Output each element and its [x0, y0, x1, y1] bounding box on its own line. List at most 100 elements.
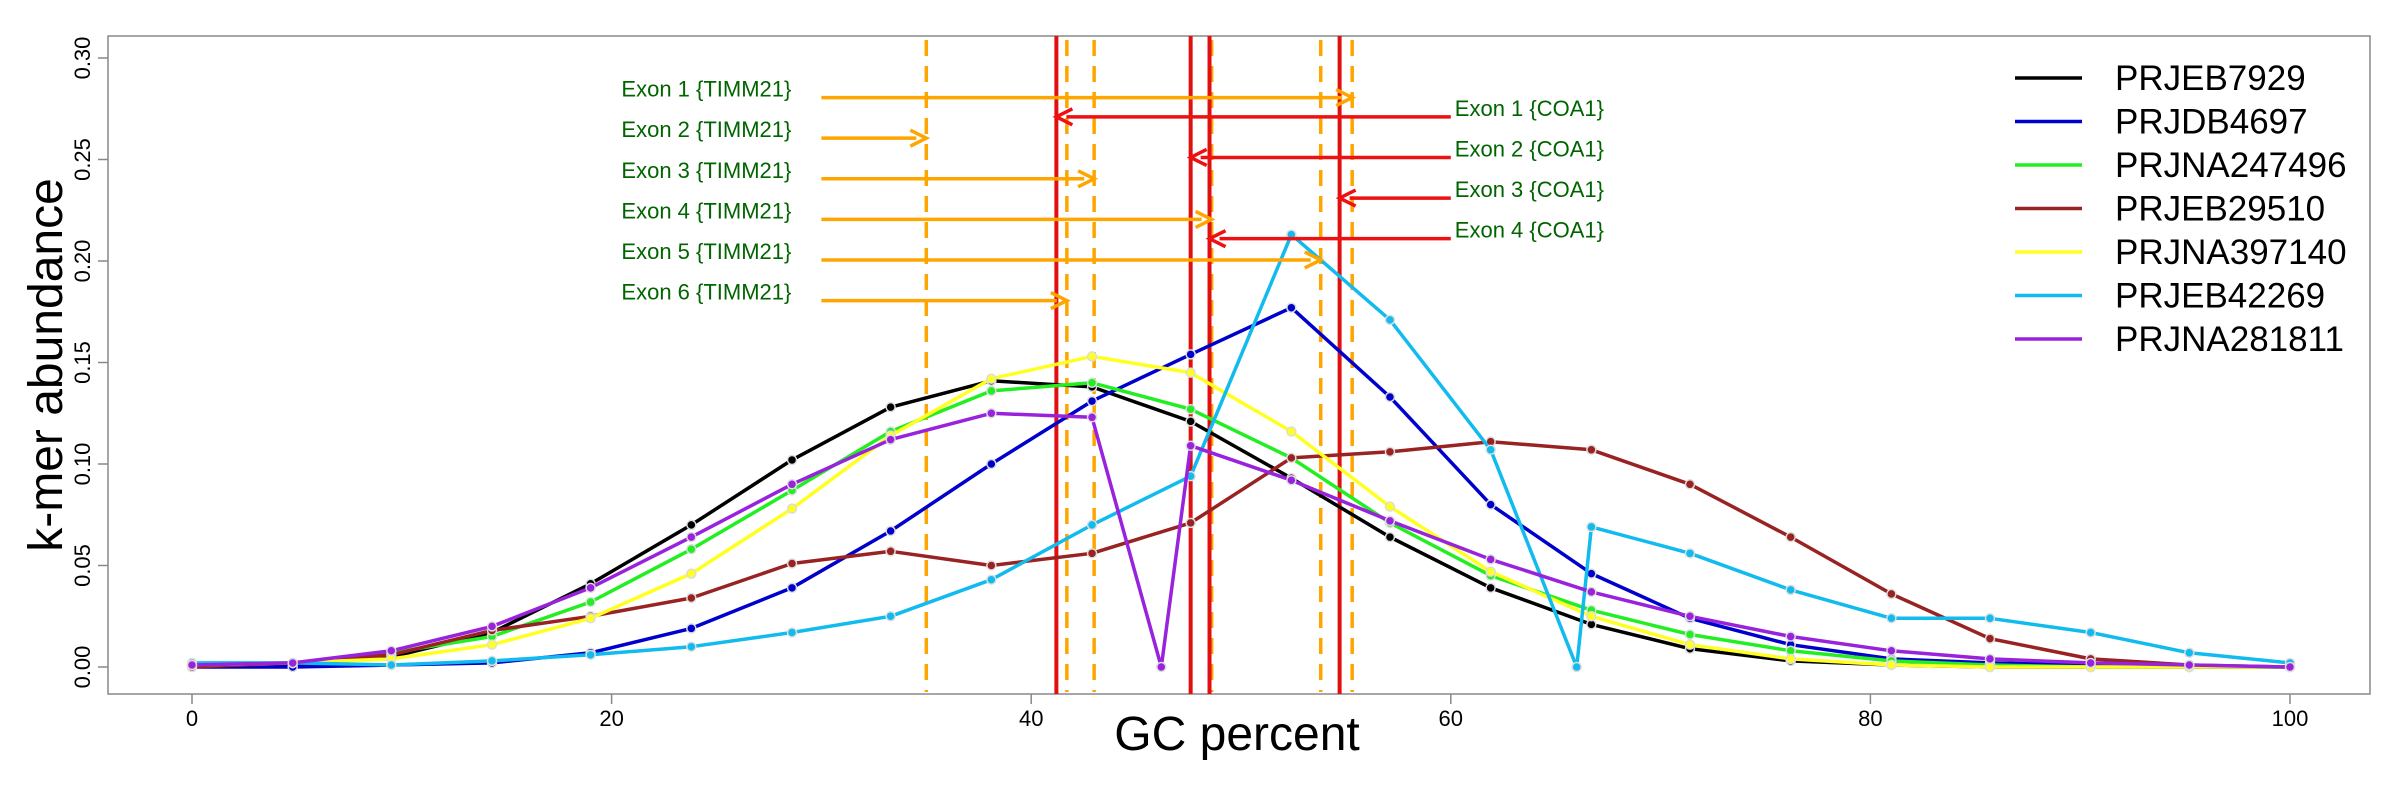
series-line-2 [191, 381, 2290, 669]
series-1-point-8 [986, 458, 997, 470]
series-line-4 [191, 354, 2290, 669]
x-tick-label-5: 100 [2272, 706, 2309, 731]
series-6-point-3 [486, 621, 498, 632]
legend-label-1: PRJDB4697 [2115, 103, 2308, 142]
legend-label-0: PRJEB7929 [2115, 59, 2306, 98]
series-3-point-7 [885, 546, 896, 557]
series-6-point-8 [986, 408, 997, 419]
series-line-1 [192, 305, 2290, 669]
series-line-3 [191, 439, 2291, 669]
series-0-point-10 [1185, 416, 1196, 427]
series-5-point-16 [1684, 548, 1696, 559]
series-5-point-8 [986, 574, 997, 585]
series-4-point-4 [585, 613, 596, 624]
series-3-point-12 [1384, 446, 1396, 458]
series-6-point-4 [585, 582, 596, 594]
series-6-point-5 [686, 531, 697, 543]
series-4-point-3 [486, 639, 498, 650]
series-5-point-19 [1984, 613, 1996, 624]
legend-label-5: PRJEB42269 [2115, 277, 2325, 316]
series-5-point-21 [2184, 647, 2195, 659]
annotation-label-1: Exon 2 {TIMM21} [621, 117, 791, 142]
y-tick-label-1: 0.05 [70, 544, 95, 587]
series-5-point-20 [2085, 627, 2096, 638]
series-1-point-10 [1185, 349, 1196, 360]
series-5-point-7 [885, 611, 896, 622]
series-0-point-6 [786, 454, 798, 466]
legend-label-2: PRJNA247496 [2115, 146, 2347, 185]
series-6-point-12 [1286, 474, 1297, 486]
series-4-point-6 [786, 503, 798, 514]
series-3-point-16 [1785, 531, 1796, 543]
series-0-point-12 [1384, 531, 1396, 543]
series-3-point-11 [1286, 452, 1297, 464]
annotation-label-8: Exon 3 {COA1} [1455, 177, 1604, 202]
series-6-point-18 [1886, 645, 1897, 657]
legend-label-6: PRJNA281811 [2115, 320, 2344, 359]
series-3-point-9 [1086, 548, 1098, 559]
annotation-arrowhead-2 [1077, 169, 1099, 189]
series-group [186, 229, 2296, 673]
series-2-point-5 [686, 544, 697, 555]
annotation-label-5: Exon 6 {TIMM21} [621, 280, 791, 305]
y-tick-label-2: 0.10 [70, 443, 95, 486]
series-5-point-4 [585, 649, 596, 661]
series-6-point-11 [1185, 440, 1196, 451]
series-2-point-15 [1684, 629, 1696, 640]
series-2-point-4 [585, 596, 596, 608]
series-6-point-14 [1485, 554, 1496, 565]
series-4-point-9 [1086, 351, 1098, 362]
series-6-point-6 [786, 479, 798, 490]
annotation-arrowhead-8 [1335, 188, 1357, 208]
series-4-point-8 [986, 373, 997, 384]
x-axis: 0 20 40 60 80 100 [186, 694, 2308, 731]
series-1-point-12 [1384, 391, 1396, 403]
series-6-point-22 [2284, 661, 2296, 673]
annotation-label-0: Exon 1 {TIMM21} [621, 77, 791, 102]
series-6-point-0 [186, 659, 198, 671]
y-axis: 0.00 0.05 0.10 0.15 0.20 0.25 0.30 [70, 37, 108, 688]
series-5-point-17 [1785, 584, 1796, 596]
series-6-point-15 [1586, 586, 1597, 598]
series-0-point-13 [1485, 582, 1496, 594]
series-1-point-7 [885, 525, 896, 537]
series-6-point-16 [1684, 611, 1696, 622]
series-2-point-10 [1185, 403, 1196, 415]
series-4-point-10 [1185, 367, 1196, 378]
x-axis-title: GC percent [1114, 708, 1359, 761]
series-4-point-12 [1384, 501, 1396, 512]
annotation-arrowhead-7 [1186, 147, 1208, 168]
x-tick-label-0: 0 [186, 706, 198, 731]
series-0-point-5 [686, 519, 697, 531]
series-5-point-2 [386, 659, 397, 671]
series-6-point-10 [1156, 661, 1167, 673]
annotation-label-2: Exon 3 {TIMM21} [621, 158, 791, 183]
annotation-arrowhead-1 [909, 128, 931, 148]
annotation-label-9: Exon 4 {COA1} [1455, 218, 1604, 243]
x-tick-label-1: 20 [599, 706, 623, 731]
annotation-label-7: Exon 2 {COA1} [1455, 136, 1604, 161]
series-6-point-9 [1086, 412, 1098, 423]
series-5-point-9 [1086, 519, 1098, 531]
annotation-arrowhead-0 [1335, 88, 1357, 108]
series-3-point-5 [686, 592, 697, 604]
series-6-point-19 [1984, 653, 1996, 665]
series-3-point-14 [1586, 444, 1597, 456]
series-5-point-3 [486, 655, 498, 667]
series-2-point-9 [1086, 377, 1098, 389]
legend-label-3: PRJEB29510 [2115, 190, 2325, 229]
series-6-point-2 [386, 645, 397, 657]
y-tick-label-6: 0.30 [70, 37, 95, 80]
series-3-point-10 [1185, 517, 1196, 529]
legend-label-4: PRJNA397140 [2115, 233, 2347, 272]
series-2-point-8 [986, 385, 997, 397]
y-tick-label-3: 0.15 [70, 341, 95, 384]
series-5-point-18 [1886, 613, 1897, 624]
annotation-arrowhead-5 [1050, 291, 1071, 311]
series-3-point-15 [1684, 479, 1696, 490]
series-5-point-6 [786, 627, 798, 638]
series-3-point-18 [1984, 633, 1996, 644]
x-tick-label-4: 80 [1858, 706, 1882, 731]
series-5-point-15 [1586, 521, 1597, 533]
